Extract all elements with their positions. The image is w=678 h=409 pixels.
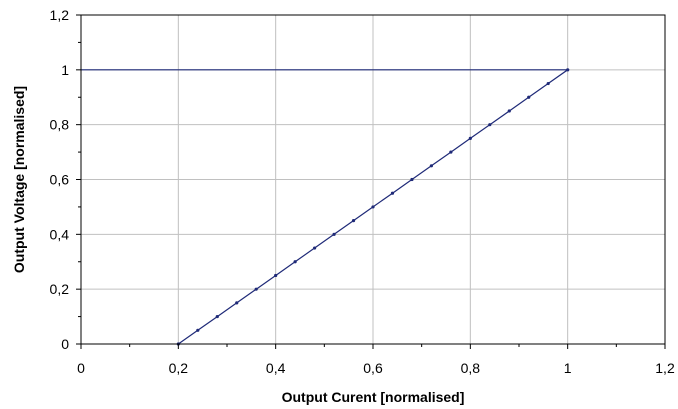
data-point xyxy=(235,301,239,305)
y-tick-label: 0,8 xyxy=(50,117,70,133)
data-point xyxy=(274,273,278,278)
x-tick-label: 0 xyxy=(77,360,85,376)
data-point xyxy=(254,287,258,291)
y-tick-label: 0,4 xyxy=(50,226,70,242)
tick-labels: 0 0,2 0,4 0,6 0,8 1 1,2 0 0,2 0,4 0,6 0,8 1 1,2 xyxy=(50,7,675,376)
data-point xyxy=(332,232,336,236)
data-point xyxy=(313,246,317,250)
y-tick-label: 0,6 xyxy=(50,172,70,188)
x-tick-label: 1,2 xyxy=(655,360,675,376)
x-tick-label: 0,8 xyxy=(461,360,481,376)
data-point xyxy=(410,177,414,182)
data-point xyxy=(196,328,200,332)
y-axis-title: Output Voltage [normalised] xyxy=(11,86,27,273)
x-tick-label: 0,6 xyxy=(363,360,383,376)
grid xyxy=(81,14,666,344)
data-point xyxy=(507,109,511,113)
data-point xyxy=(527,95,531,99)
data-point xyxy=(351,219,356,223)
data-point xyxy=(429,164,433,168)
data-point xyxy=(468,136,472,140)
x-axis-title: Output Curent [normalised] xyxy=(282,389,465,405)
x-tick-label: 1 xyxy=(564,360,572,376)
data-point xyxy=(293,260,297,264)
series-line xyxy=(81,69,570,345)
y-tick-label: 1,2 xyxy=(50,7,70,23)
x-tick-label: 0,4 xyxy=(266,360,286,376)
data-point xyxy=(449,150,453,154)
series-layer xyxy=(81,68,570,346)
axes xyxy=(76,14,666,349)
data-point xyxy=(390,191,395,195)
data-point xyxy=(566,68,570,72)
data-point xyxy=(546,81,550,86)
data-point xyxy=(488,123,492,127)
data-point xyxy=(371,205,375,209)
data-point xyxy=(215,314,219,319)
x-tick-label: 0,2 xyxy=(169,360,189,376)
y-tick-label: 0,2 xyxy=(50,281,70,297)
y-tick-label: 1 xyxy=(61,62,69,78)
y-tick-label: 0 xyxy=(61,336,69,352)
